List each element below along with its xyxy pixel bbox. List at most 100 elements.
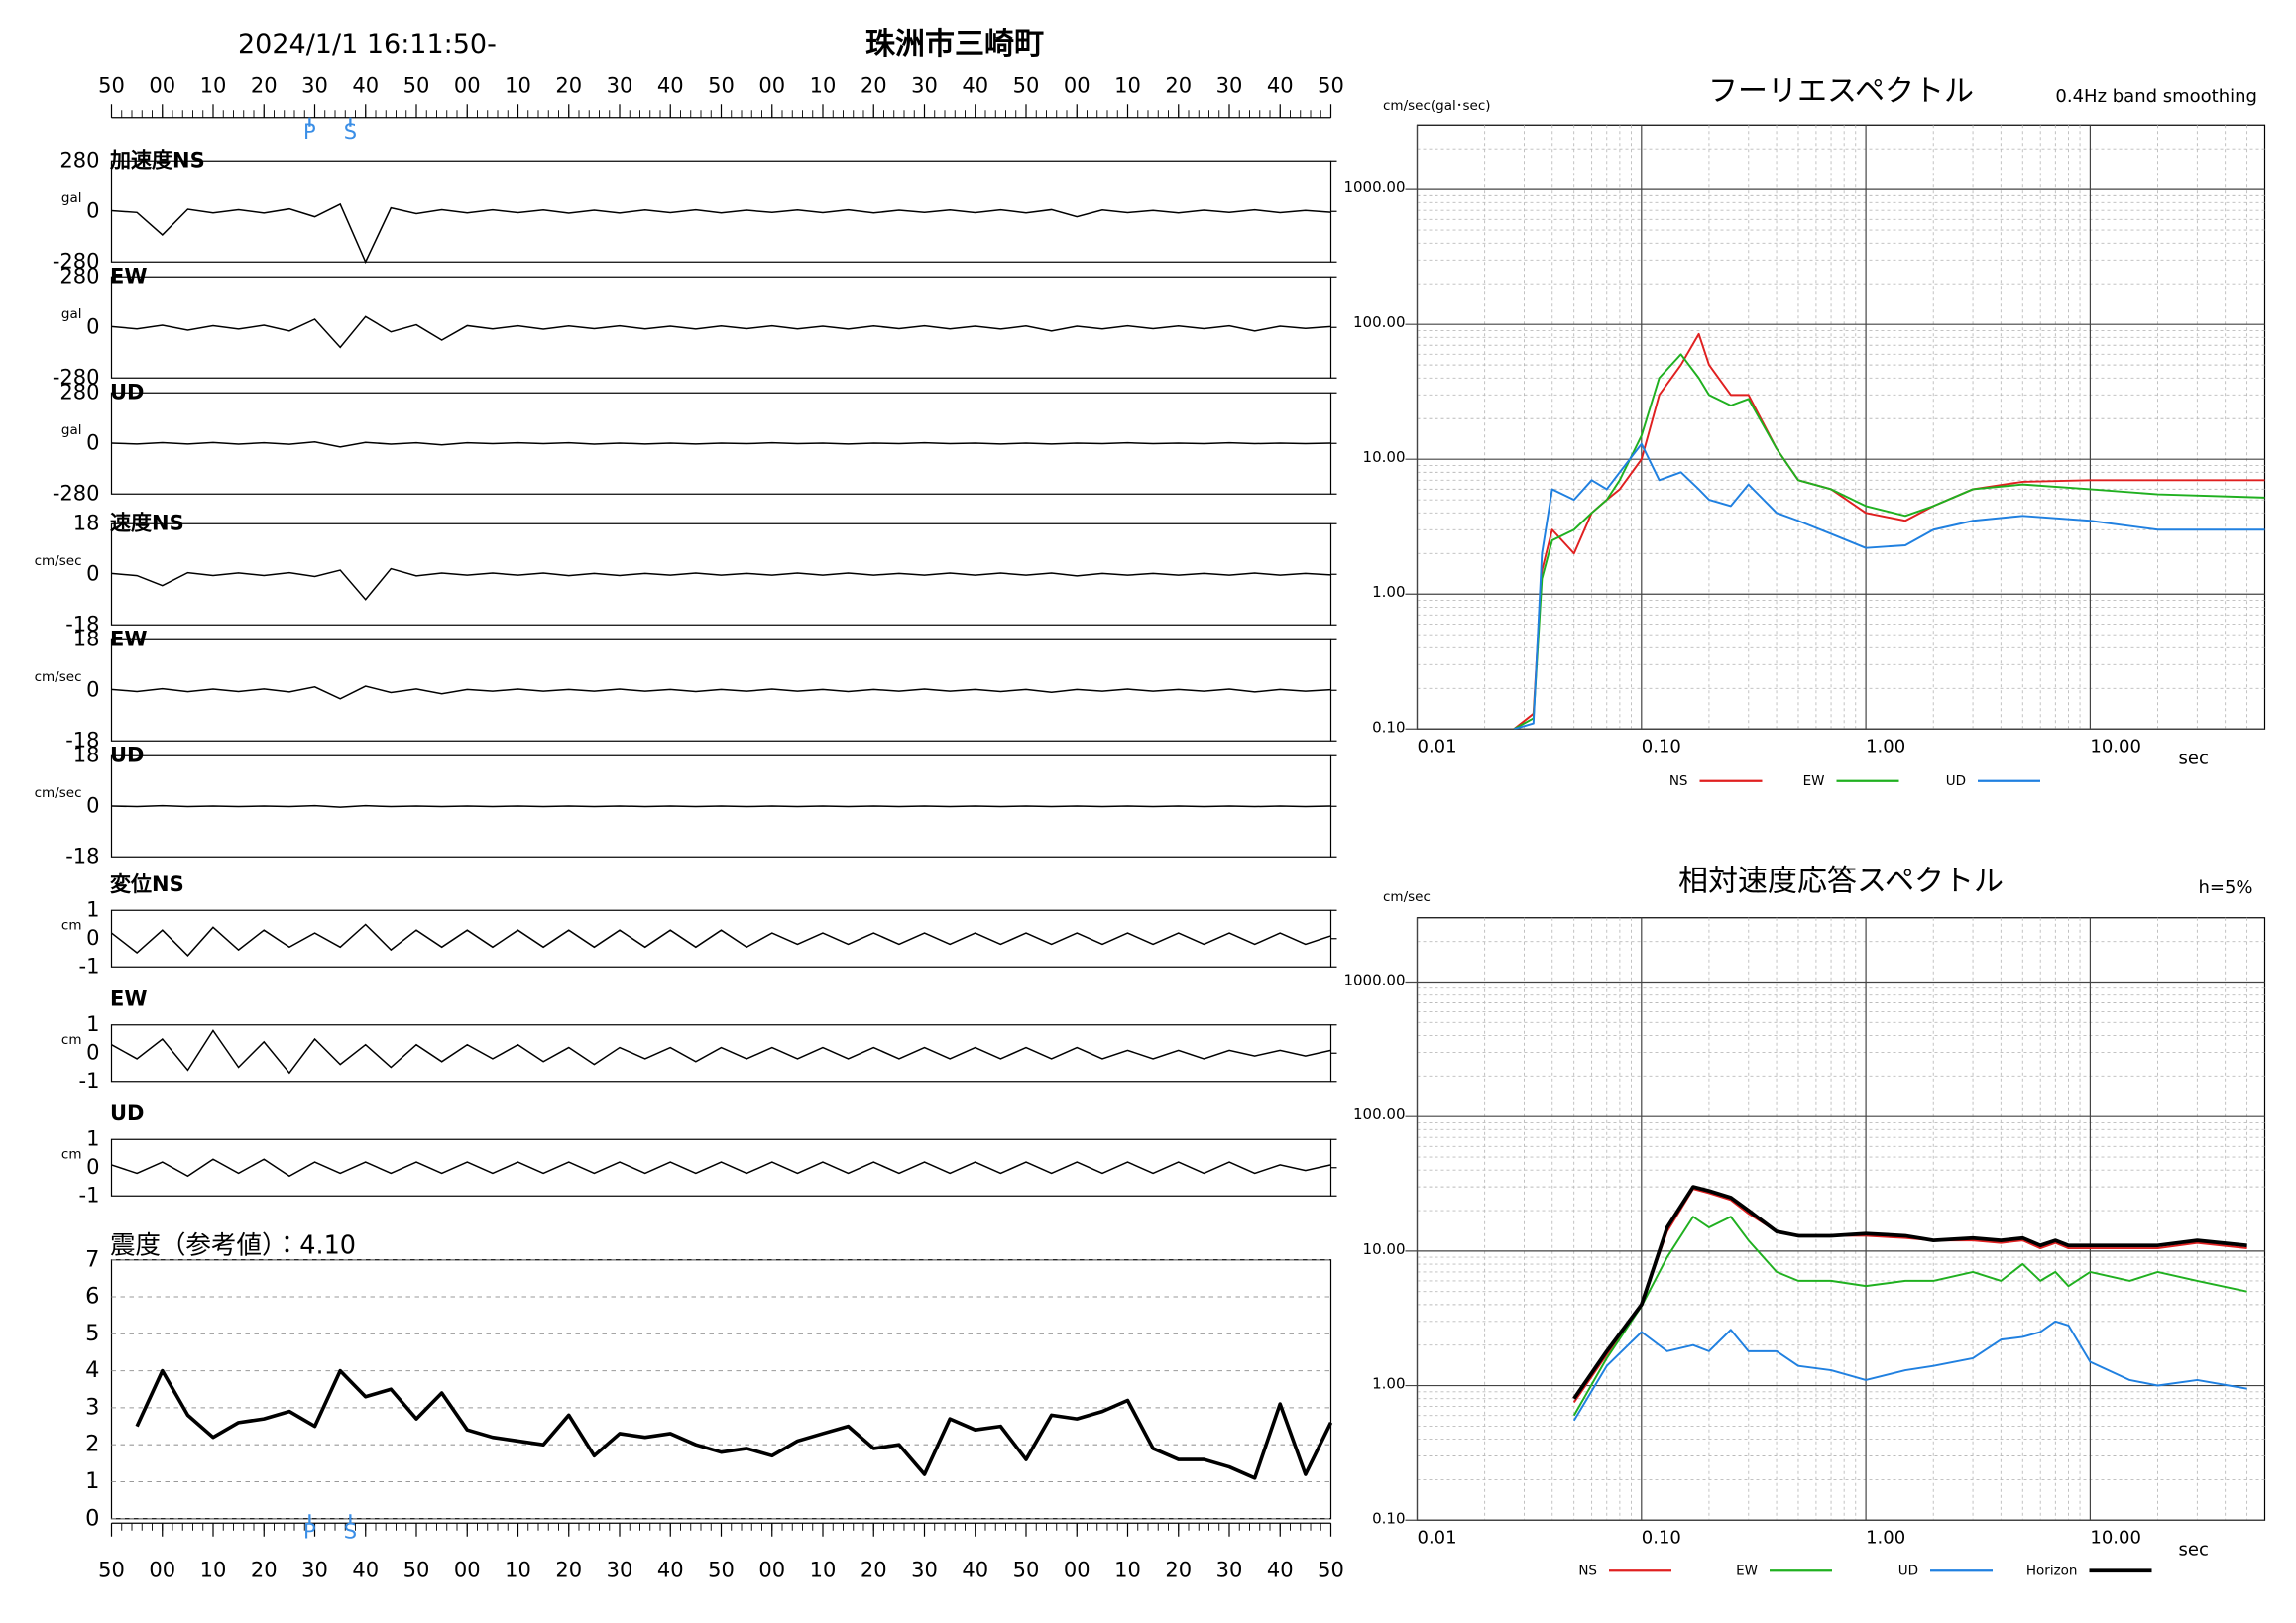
panel-frame — [110, 1259, 1332, 1520]
unit-label: cm — [61, 1032, 82, 1048]
time-tick-label: 30 — [301, 73, 328, 97]
spectrum-line — [1513, 353, 2265, 730]
x-tick-label: 0.01 — [1418, 1527, 1457, 1548]
legend-label: EW — [1803, 773, 1825, 789]
response-x-label: sec — [2179, 1539, 2209, 1560]
panel-frame — [110, 1024, 1332, 1083]
y-tick-label: 0 — [86, 314, 99, 338]
time-tick-label: 10 — [810, 73, 837, 97]
y-tick-label: 280 — [59, 148, 99, 172]
y-tick-label: 0.10 — [1372, 718, 1405, 736]
legend-label: UD — [1946, 773, 1966, 789]
time-tick-label: 40 — [962, 73, 988, 97]
x-tick-label: 0.01 — [1418, 736, 1457, 756]
y-tick-label: 0 — [85, 1505, 99, 1531]
waveform — [111, 685, 1331, 700]
panel-label: UD — [110, 743, 144, 766]
time-tick-label: 20 — [251, 73, 278, 97]
time-tick-label: 50 — [1013, 73, 1040, 97]
x-tick-label: 10.00 — [2090, 1527, 2141, 1548]
phase-label: P — [303, 1519, 316, 1543]
panel-frame — [110, 909, 1332, 968]
time-tick-label: 10 — [1114, 1558, 1141, 1581]
y-tick-label: -18 — [65, 844, 99, 868]
legend-label: Horizon — [2026, 1563, 2078, 1578]
time-tick-label: 50 — [708, 1558, 735, 1581]
y-tick-label: 6 — [85, 1284, 99, 1310]
time-tick-label: 30 — [607, 1558, 633, 1581]
waveform — [111, 1029, 1331, 1075]
y-tick-label: 1 — [86, 897, 99, 921]
panel-label: 速度NS — [110, 511, 184, 534]
time-tick-label: 50 — [98, 1558, 125, 1581]
unit-label: cm — [61, 1146, 82, 1162]
y-tick-label: 0 — [86, 561, 99, 585]
unit-label: cm/sec — [35, 669, 82, 685]
time-tick-label: 40 — [352, 1558, 379, 1581]
spectrum-line — [1572, 1185, 2247, 1400]
x-tick-label: 0.10 — [1642, 1527, 1681, 1548]
time-tick-label: 00 — [1064, 1558, 1091, 1581]
y-tick-label: -18 — [65, 612, 99, 636]
y-tick-label: 100.00 — [1353, 1105, 1406, 1123]
legend-label: UD — [1898, 1563, 1918, 1578]
unit-label: gal — [61, 422, 82, 438]
y-tick-label: -280 — [53, 249, 100, 273]
legend-label: NS — [1578, 1563, 1597, 1578]
y-tick-label: 0 — [86, 430, 99, 454]
time-tick-label: 20 — [555, 73, 582, 97]
time-tick-label: 40 — [962, 1558, 988, 1581]
time-tick-label: 10 — [505, 1558, 531, 1581]
fourier-y-label: cm/sec(gal･sec) — [1383, 98, 1491, 114]
fourier-x-label: sec — [2179, 748, 2209, 768]
time-tick-label: 50 — [403, 73, 430, 97]
time-tick-label: 00 — [1064, 73, 1091, 97]
y-tick-label: 0 — [86, 793, 99, 817]
y-tick-label: 1 — [85, 1468, 99, 1494]
waveform — [111, 315, 1331, 349]
unit-label: gal — [61, 190, 82, 206]
response-title: 相対速度応答スペクトル — [1678, 864, 2004, 898]
time-tick-label: 00 — [758, 73, 785, 97]
time-tick-label: 00 — [149, 73, 175, 97]
phase-label: S — [344, 120, 357, 144]
time-tick-label: 30 — [1216, 1558, 1243, 1581]
y-tick-label: -1 — [79, 1183, 100, 1207]
y-tick-label: -280 — [53, 365, 100, 389]
time-tick-label: 00 — [454, 73, 481, 97]
panel-label: EW — [110, 627, 148, 650]
y-tick-label: 18 — [73, 743, 100, 766]
time-tick-label: 40 — [1267, 1558, 1294, 1581]
time-tick-label: 20 — [1165, 73, 1192, 97]
legend-label: NS — [1669, 773, 1688, 789]
waveform — [111, 567, 1331, 601]
y-tick-label: 0 — [86, 1040, 99, 1064]
y-tick-label: 1 — [86, 1126, 99, 1150]
y-tick-label: 3 — [85, 1394, 99, 1420]
fourier-note: 0.4Hz band smoothing — [2055, 86, 2257, 107]
y-tick-label: 100.00 — [1353, 313, 1406, 331]
y-tick-label: 10.00 — [1363, 448, 1406, 466]
time-tick-label: 20 — [861, 73, 887, 97]
time-tick-label: 30 — [301, 1558, 328, 1581]
panel-frame — [110, 1138, 1332, 1197]
time-tick-label: 30 — [607, 73, 633, 97]
waveform — [111, 440, 1331, 448]
y-tick-label: 0 — [86, 1155, 99, 1179]
time-tick-label: 10 — [200, 1558, 227, 1581]
time-tick-label: 20 — [1165, 1558, 1192, 1581]
y-tick-label: 5 — [85, 1321, 99, 1346]
time-tick-label: 20 — [861, 1558, 887, 1581]
y-tick-label: 1 — [86, 1012, 99, 1036]
unit-label: cm/sec — [35, 553, 82, 569]
y-tick-label: -1 — [79, 1069, 100, 1093]
phase-label: P — [303, 120, 316, 144]
x-tick-label: 0.10 — [1642, 736, 1681, 756]
intensity-title: 震度（参考値）：4.10 — [110, 1230, 356, 1260]
time-tick-label: 30 — [911, 73, 938, 97]
spectrum-line — [1513, 442, 2265, 730]
phase-label: S — [344, 1519, 357, 1543]
y-tick-label: 280 — [59, 264, 99, 288]
y-tick-label: 18 — [73, 511, 100, 534]
